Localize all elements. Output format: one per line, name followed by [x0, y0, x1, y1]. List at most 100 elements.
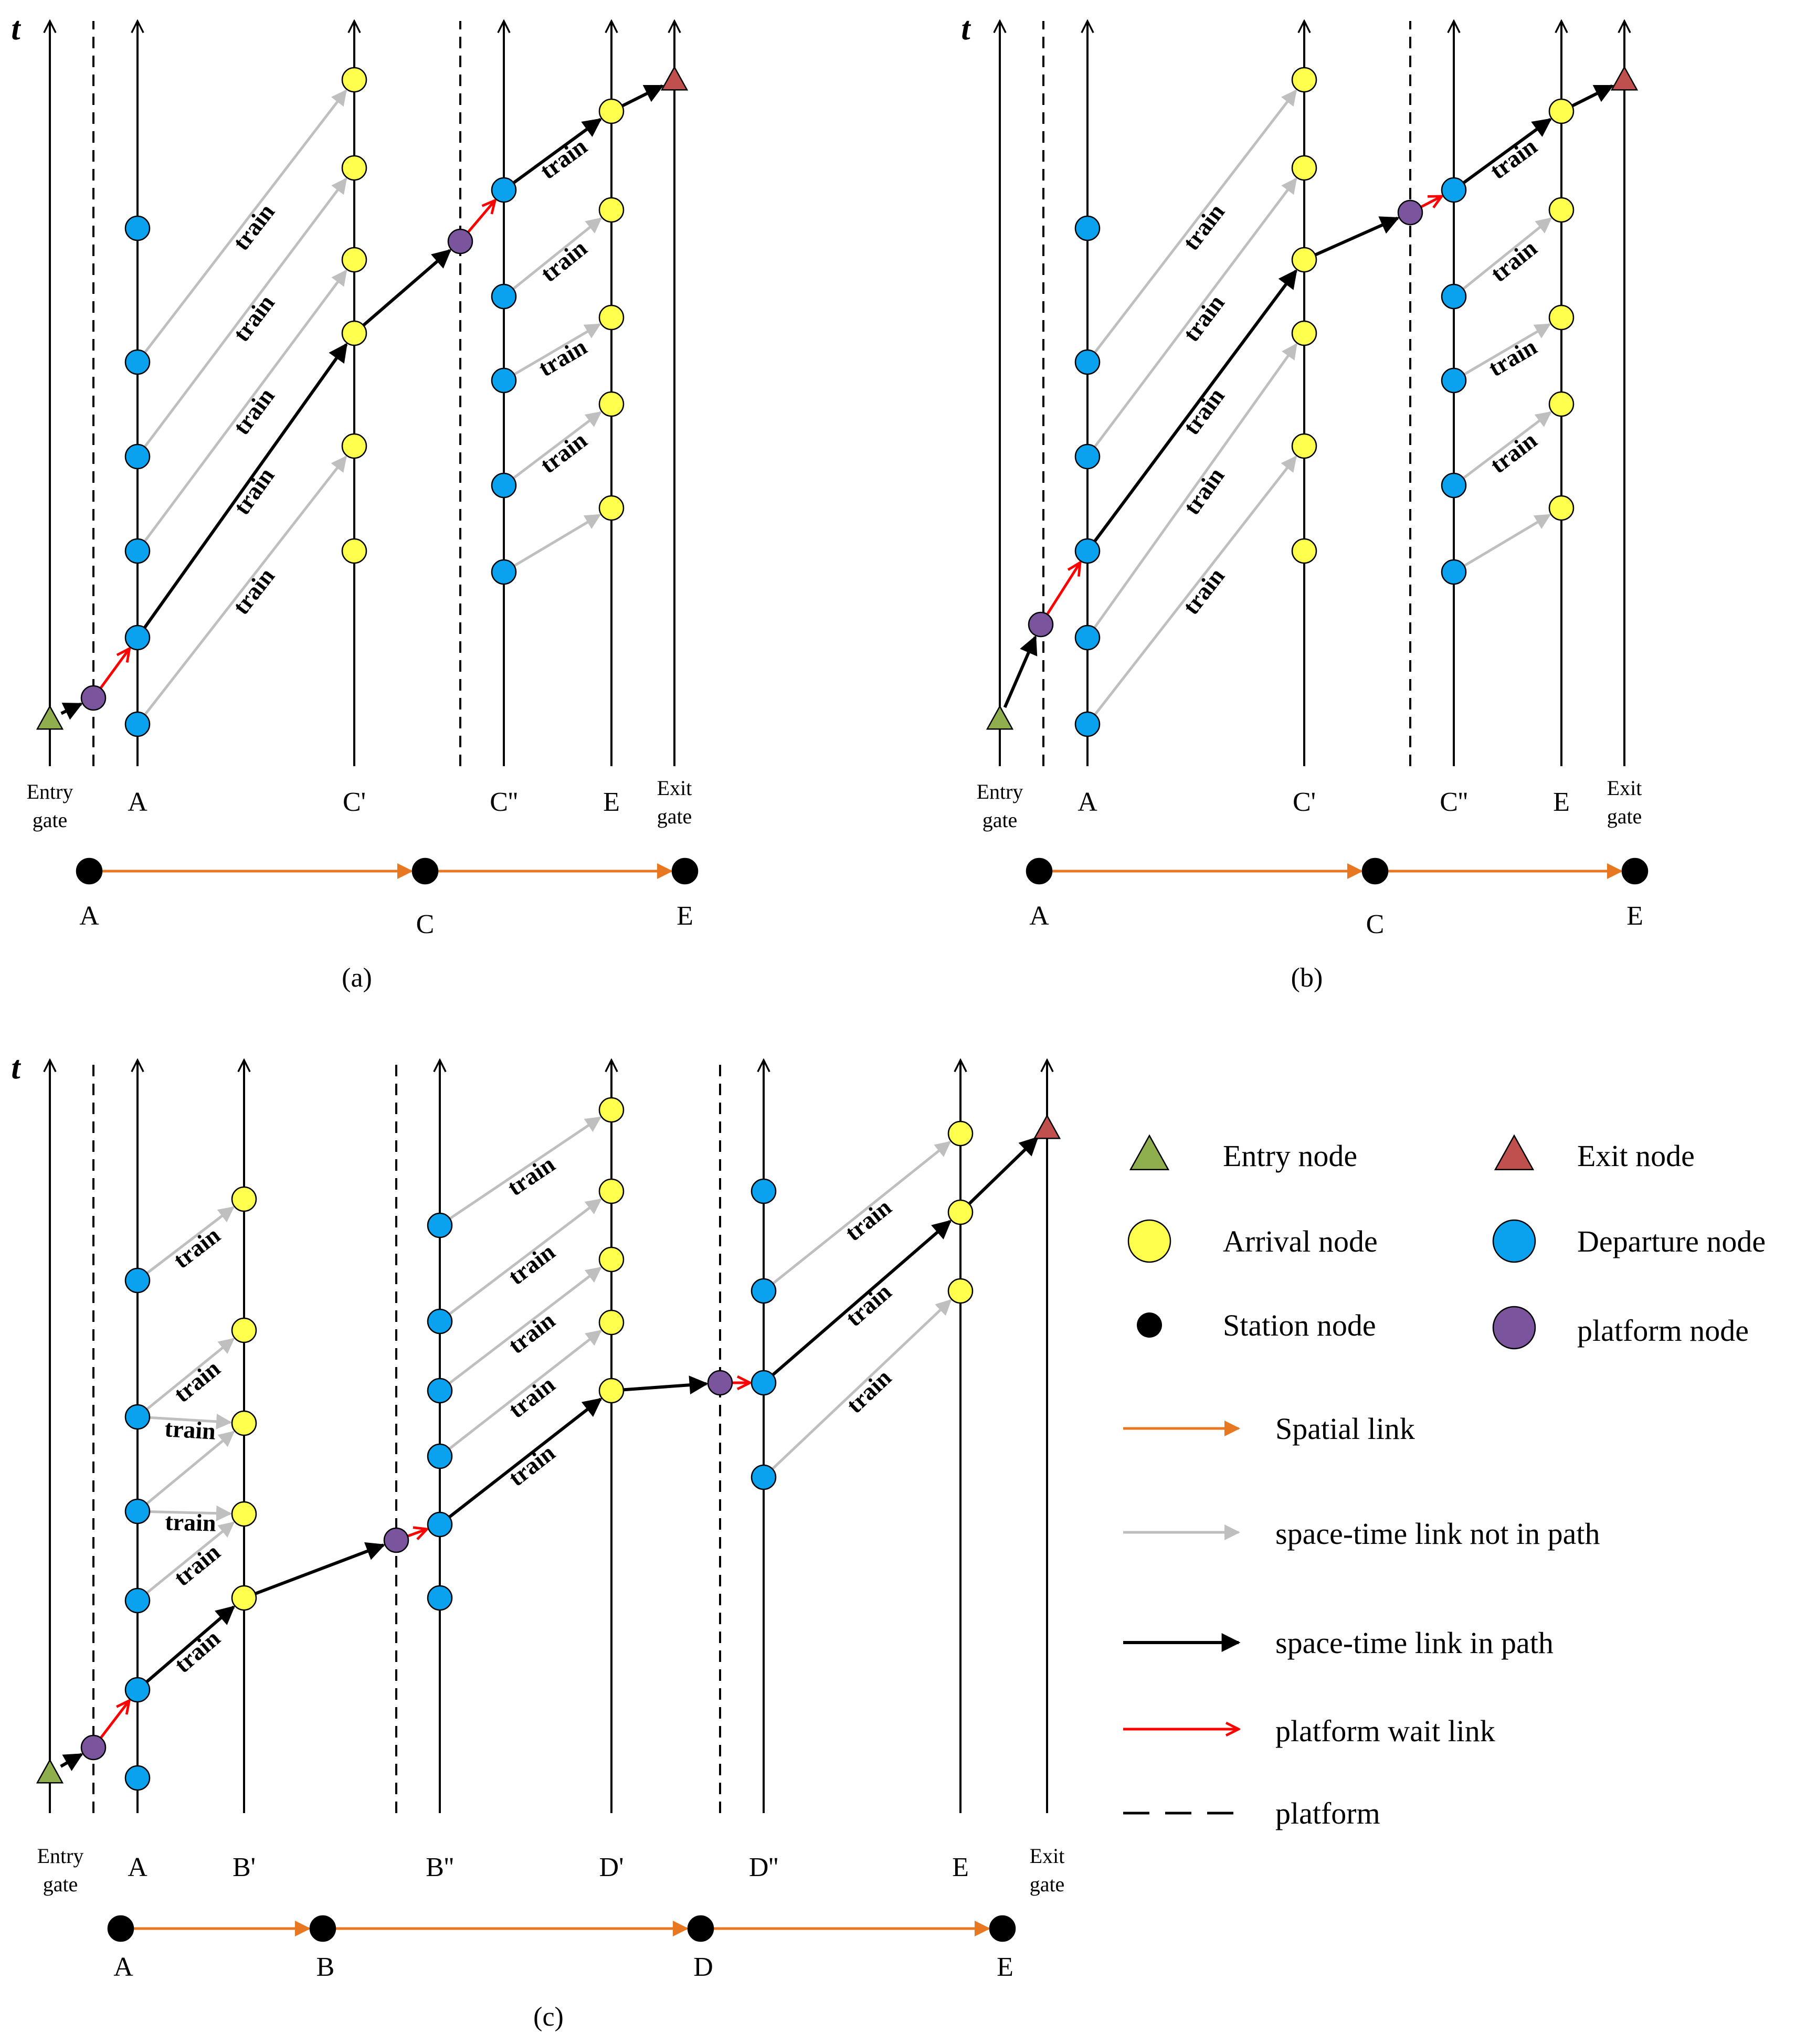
arrival-node: [1548, 391, 1575, 417]
platform-node: [447, 228, 473, 255]
train-label: train: [1177, 198, 1230, 255]
train-label: train: [227, 563, 280, 619]
arrival-node: [231, 1317, 257, 1343]
train-label: train: [1178, 383, 1230, 439]
entry-gate-label-line1: Entry: [37, 1844, 84, 1868]
legend-arrival-label: Arrival node: [1223, 1224, 1378, 1258]
space-time-link-grey: [1464, 514, 1551, 567]
station-label-D: D: [693, 1952, 713, 1982]
train-label: train: [168, 1221, 225, 1273]
train-label: train: [1178, 290, 1230, 346]
station-node: [76, 857, 103, 885]
legend-platform-node-label: platform node: [1577, 1314, 1749, 1348]
legend-platform-label: platform: [1275, 1796, 1380, 1830]
legend-exit-icon: [1494, 1134, 1535, 1171]
legend-platform-node-icon: [1492, 1306, 1536, 1350]
exit-node: [660, 66, 689, 91]
arrival-node: [598, 197, 625, 223]
path-link-exit: [622, 84, 664, 107]
station-node: [1621, 857, 1649, 885]
train-label: train: [228, 462, 280, 520]
path-link-train: [1463, 118, 1552, 184]
departure-node: [427, 1443, 453, 1469]
path-link-train: [143, 343, 348, 629]
space-time-link-grey: [144, 89, 347, 353]
space-time-link-grey: [513, 411, 602, 479]
space-time-link-grey: [449, 1116, 601, 1220]
train-label: train: [840, 1193, 896, 1246]
departure-node: [1074, 711, 1101, 737]
path-link-train: [146, 1605, 236, 1683]
arrival-node: [947, 1278, 974, 1304]
station-node: [309, 1915, 336, 1942]
departure-node: [1441, 177, 1467, 203]
exit-gate-label-line1: Exit: [1030, 1844, 1065, 1868]
space-time-link-grey: [514, 514, 601, 567]
departure-node: [124, 443, 151, 470]
platform-node: [383, 1527, 409, 1553]
arrival-node: [598, 1309, 625, 1336]
departure-node: [124, 1765, 151, 1791]
station-node: [687, 1915, 714, 1942]
space-time-link-grey: [449, 1198, 602, 1315]
departure-node: [491, 559, 517, 585]
panel-a: t train train train train train train train trai…: [11, 11, 699, 993]
panel-caption: (b): [1291, 963, 1323, 993]
exit-gate-label-line2: gate: [1607, 804, 1642, 828]
path-link-entry: [1003, 635, 1038, 708]
station-label-C: C: [1366, 909, 1385, 939]
arrival-node: [598, 98, 625, 124]
space-time-link-grey: [146, 1206, 235, 1274]
departure-node: [124, 1404, 151, 1430]
train-label: train: [227, 198, 280, 255]
platform-node: [1397, 199, 1423, 226]
departure-node: [124, 215, 151, 241]
column-label-C2: C'': [1440, 787, 1467, 817]
station-label-A: A: [1029, 901, 1049, 931]
station-label-E: E: [997, 1952, 1013, 1982]
station-label-A: A: [113, 1952, 133, 1982]
departure-node: [427, 1585, 453, 1611]
train-label: train: [168, 1354, 225, 1407]
departure-node: [427, 1212, 453, 1238]
panel-caption: (c): [533, 2002, 564, 2032]
platform-node: [707, 1370, 733, 1396]
train-label: train: [1178, 462, 1230, 520]
platform-node: [80, 1734, 107, 1761]
station-node: [107, 1915, 134, 1942]
train-label: train: [228, 383, 280, 439]
arrival-node: [341, 247, 367, 273]
arrival-node: [341, 433, 367, 459]
column-label-2: B'': [426, 1852, 453, 1882]
legend: Entry node Exit node Arrival node Departure…: [1123, 1134, 1766, 1830]
column-label-4: D'': [749, 1852, 778, 1882]
platform-wait-link: [100, 649, 130, 689]
train-label: train: [1485, 427, 1542, 479]
arrival-node: [1548, 98, 1575, 124]
column-label-C2: C'': [490, 787, 517, 817]
space-time-link-grey: [449, 1330, 602, 1450]
departure-node: [124, 624, 151, 651]
time-axis-label: t: [961, 11, 971, 47]
arrival-node: [947, 1120, 974, 1147]
platform-wait-link: [1421, 196, 1442, 207]
path-link-entry: [60, 702, 83, 720]
train-label: train: [503, 1371, 560, 1423]
train-label: train: [1177, 563, 1230, 619]
train-label: train: [1485, 133, 1541, 185]
arrival-node: [231, 1410, 257, 1436]
space-time-link-grey: [144, 269, 347, 542]
arrival-node: [1548, 495, 1575, 521]
departure-node: [1441, 559, 1467, 585]
legend-entry-icon: [1129, 1134, 1170, 1171]
column-label-E: E: [1553, 787, 1570, 817]
departure-node: [1074, 215, 1101, 241]
arrival-node: [1291, 538, 1317, 564]
arrival-node: [598, 1097, 625, 1123]
column-label-A: A: [128, 787, 147, 817]
departure-node: [1074, 538, 1101, 564]
path-link-train: [449, 1397, 603, 1518]
path-link-train: [1093, 269, 1297, 542]
space-time-link-grey: [150, 1505, 233, 1521]
